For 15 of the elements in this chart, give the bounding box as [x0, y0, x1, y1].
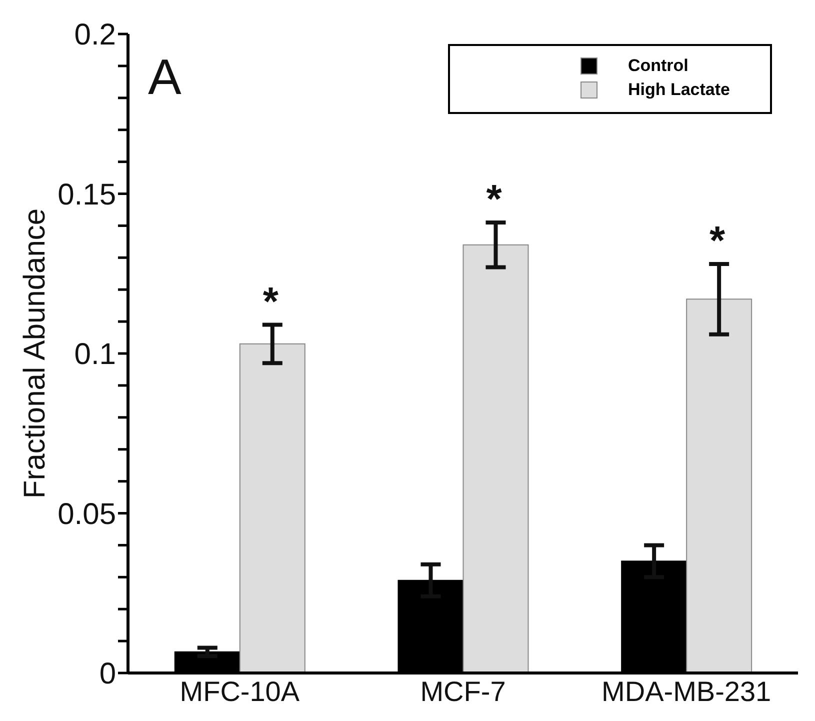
y-tick-label: 0.15 — [58, 178, 116, 212]
y-tick-label: 0.1 — [74, 338, 116, 372]
annotation: * — [710, 219, 726, 264]
annotation: * — [262, 280, 279, 324]
x-tick-label: MDA-MB-231 — [602, 676, 772, 707]
x-tick-label: MCF-7 — [420, 676, 506, 707]
annotation: * — [486, 178, 502, 222]
legend-label: Control — [628, 56, 688, 76]
y-tick-label: 0 — [99, 658, 116, 691]
legend-label: High Lactate — [628, 80, 730, 100]
y-tick-label: 0.05 — [58, 498, 116, 531]
y-axis-title: Fractional Abundance — [18, 208, 52, 499]
annotation: A — [148, 48, 182, 106]
x-tick-label: MFC-10A — [180, 676, 300, 707]
y-tick-label: 0.2 — [74, 18, 116, 52]
